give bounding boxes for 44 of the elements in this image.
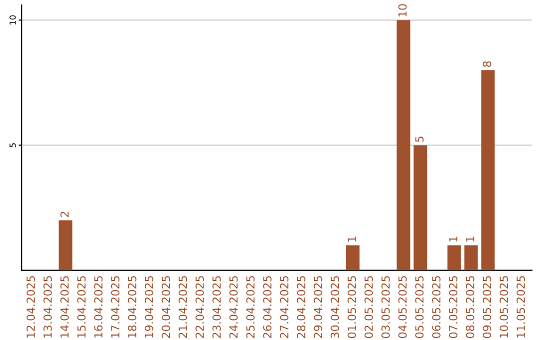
x-tick-label: 13.04.2025: [43, 276, 52, 338]
x-tick-label: 20.04.2025: [162, 276, 170, 338]
x-tick-label: 19.04.2025: [144, 276, 154, 338]
x-tick-label: 30.04.2025: [330, 276, 340, 338]
x-tick-label: 03.05.2025: [381, 276, 390, 338]
x-tick-label: 16.04.2025: [94, 276, 103, 338]
x-tick-label: 22.04.2025: [196, 276, 204, 338]
data-label: 10: [398, 4, 407, 16]
x-tick-label: 02.05.2025: [364, 276, 373, 338]
x-tick-label: 06.05.2025: [432, 276, 440, 338]
x-tick-label: 28.04.2025: [296, 276, 306, 338]
x-tick-label: 26.04.2025: [263, 276, 272, 338]
data-label: 1: [466, 236, 474, 242]
x-tick-label: 11.05.2025: [516, 276, 525, 338]
bar: [58, 220, 72, 270]
x-tick-label: 15.04.2025: [77, 276, 86, 338]
x-tick-label: 04.05.2025: [398, 276, 407, 338]
bar: [346, 245, 360, 270]
x-tick-label: 05.05.2025: [415, 276, 424, 338]
x-tick-label: 29.04.2025: [314, 276, 322, 338]
x-tick-label: 01.05.2025: [348, 276, 356, 338]
x-tick-label: 23.04.2025: [212, 276, 221, 338]
x-tick-label: 21.04.2025: [178, 276, 188, 338]
bar: [396, 20, 410, 270]
data-label: 1: [348, 236, 356, 242]
x-tick-label: 17.04.2025: [111, 276, 120, 338]
x-tick-label: 08.05.2025: [466, 276, 474, 338]
data-label: 5: [415, 136, 424, 142]
data-label: 1: [449, 236, 458, 242]
x-tick-label: 18.04.2025: [128, 276, 136, 338]
x-tick-label: 07.05.2025: [448, 276, 458, 338]
x-tick-label: 25.04.2025: [246, 276, 255, 338]
x-tick-label: 10.05.2025: [500, 276, 508, 338]
x-tick-label: 14.04.2025: [60, 276, 69, 338]
x-tick-label: 24.04.2025: [229, 276, 238, 338]
bar: [464, 245, 478, 270]
bar: [447, 245, 461, 270]
data-label: 8: [482, 61, 492, 67]
x-tick-label: 12.04.2025: [26, 276, 35, 338]
x-tick-label: 27.04.2025: [280, 276, 288, 338]
bar: [481, 70, 495, 270]
bar: [414, 145, 428, 270]
x-tick-label: 09.05.2025: [482, 276, 492, 338]
data-label: 2: [60, 212, 69, 217]
